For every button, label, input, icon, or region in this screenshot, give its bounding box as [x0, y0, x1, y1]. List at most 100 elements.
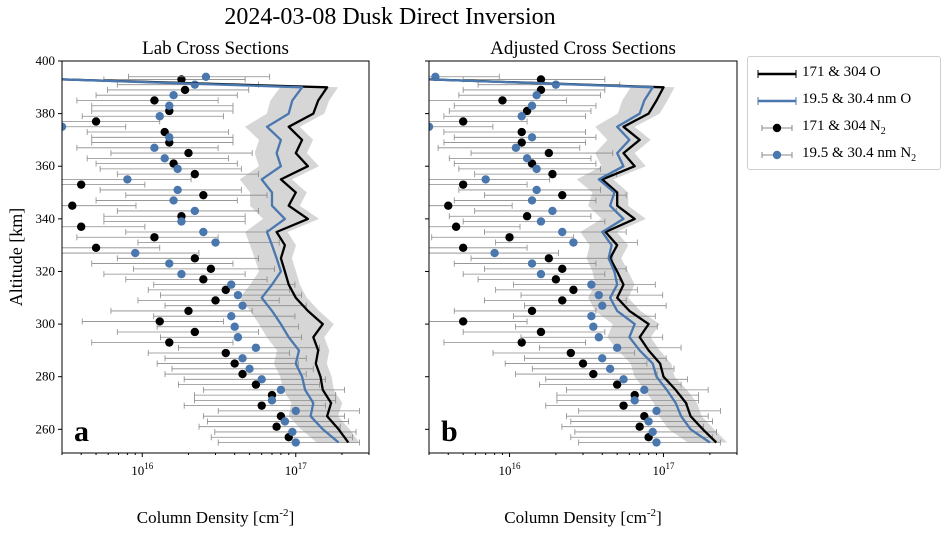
x-axis-unit-exponent: -2 [279, 507, 288, 519]
data-point [429, 122, 434, 131]
y-tick-label: 300 [36, 316, 56, 331]
data-point [165, 259, 174, 268]
y-tick-label: 360 [36, 158, 56, 173]
data-point [517, 127, 526, 137]
data-point [558, 296, 567, 305]
plot-area [429, 72, 728, 447]
data-point [184, 148, 193, 158]
data-point [91, 117, 101, 126]
data-point [517, 338, 526, 347]
x-axis-unit: cm [259, 508, 280, 527]
panel-a: 260 280 300 320 340 360 380 400 1016 1017 Lab Cros… [6, 38, 370, 527]
data-point [173, 185, 182, 195]
data-point [76, 222, 86, 231]
x-tick-label: 1016 [131, 461, 154, 478]
data-point [177, 217, 186, 226]
data-point [587, 280, 596, 289]
data-point [165, 338, 174, 347]
data-point [76, 180, 86, 189]
legend-label: 171 & 304 N2 [802, 118, 886, 137]
data-point [505, 233, 514, 242]
data-point [635, 422, 644, 431]
legend: 171 & 304 O 19.5 & 30.4 nm O 171 & 304 N… [747, 56, 941, 170]
data-point [532, 164, 541, 174]
legend-label: 19.5 & 30.4 nm O [802, 91, 912, 107]
data-point [272, 422, 281, 431]
x-axis-unit-exponent: -2 [647, 507, 656, 519]
data-point [652, 438, 661, 447]
data-point [68, 201, 77, 210]
data-point [598, 354, 607, 363]
data-point [536, 217, 546, 226]
data-point [498, 96, 507, 105]
data-point [233, 290, 243, 300]
x-axis-unit: cm [626, 508, 647, 527]
series-line [62, 78, 350, 444]
data-point [190, 254, 200, 263]
data-point [233, 333, 243, 342]
data-point [548, 169, 557, 179]
y-tick-label: 340 [36, 211, 56, 226]
data-point [221, 285, 230, 295]
legend-label: 171 & 304 O [802, 64, 881, 80]
x-tick-exponent: 16 [512, 461, 522, 471]
data-point [594, 290, 604, 300]
x-tick-exponent: 17 [666, 461, 676, 471]
x-axis-bracket: ] [656, 508, 662, 527]
data-point [190, 169, 200, 179]
data-point [190, 327, 200, 337]
data-point [527, 306, 537, 316]
x-tick-exponent: 16 [144, 461, 154, 471]
data-point [605, 364, 615, 374]
x-tick-label: 1017 [653, 461, 676, 478]
legend-item-black-n2: 171 & 304 N2 [748, 115, 938, 141]
y-tick-label: 380 [36, 106, 56, 121]
x-axis-label: Column Density [cm-2] [504, 507, 661, 527]
data-point [619, 375, 628, 384]
data-point [199, 275, 208, 284]
legend-item-black-o: 171 & 304 O [748, 61, 938, 87]
data-point [652, 406, 661, 416]
data-point [230, 322, 239, 331]
uncertainty-band [62, 79, 360, 443]
data-point [490, 248, 499, 258]
data-point [558, 264, 567, 274]
data-point [230, 359, 239, 368]
data-point [150, 233, 159, 242]
data-point [221, 348, 230, 358]
data-point [458, 117, 468, 126]
data-point [155, 317, 164, 326]
data-point [251, 343, 261, 352]
panel-b: 1016 1017 Adjusted Cross Sections Column De… [425, 38, 738, 527]
series-line [429, 78, 718, 444]
data-point [522, 154, 532, 163]
data-point [548, 206, 557, 216]
data-point [522, 212, 532, 221]
data-point [227, 280, 236, 289]
data-point [267, 396, 277, 405]
x-axis-label: Column Density [cm-2] [137, 507, 294, 527]
data-point [184, 306, 193, 316]
data-point [532, 185, 541, 195]
data-point [62, 122, 67, 131]
data-point [180, 85, 190, 95]
data-point [169, 196, 178, 205]
data-point [288, 427, 297, 437]
data-point [160, 154, 169, 163]
x-tick-label: 1017 [285, 461, 308, 478]
data-point [536, 75, 546, 84]
data-point [451, 222, 461, 231]
panel-letter: b [441, 415, 458, 448]
data-point [527, 133, 537, 142]
data-point [630, 396, 639, 405]
data-point [511, 143, 521, 153]
series-line [62, 78, 340, 444]
data-point [544, 148, 554, 158]
data-point [291, 406, 300, 416]
data-point [458, 317, 468, 326]
data-point [155, 112, 164, 121]
legend-line-icon [757, 97, 797, 105]
x-axis-bracket: ] [289, 508, 295, 527]
data-point [566, 348, 576, 358]
